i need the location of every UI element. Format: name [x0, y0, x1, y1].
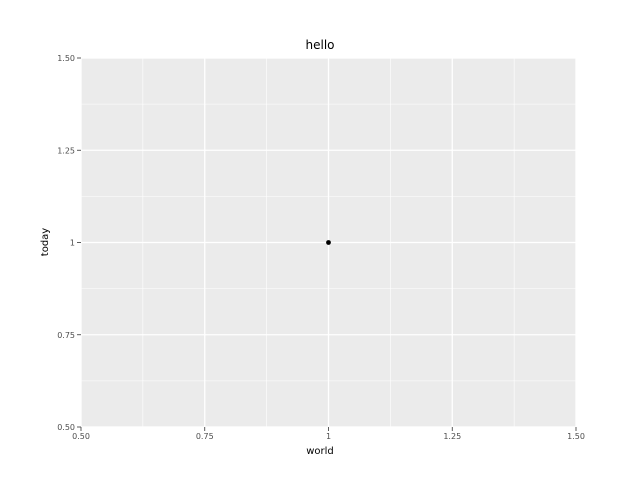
y-tick-label: 0.50	[57, 423, 75, 432]
y-tick-label: 0.75	[57, 331, 75, 340]
y-tick-label: 1.25	[57, 146, 75, 155]
x-tick-label: 1.50	[567, 432, 585, 441]
y-axis-ticks: 0.50 0.75 1 1.25 1.50	[57, 54, 81, 432]
y-axis-title: today	[40, 228, 51, 257]
x-axis-ticks: 0.50 0.75 1 1.25 1.50	[72, 427, 585, 441]
data-point	[326, 240, 331, 245]
data-points	[326, 240, 331, 245]
y-tick-label: 1.50	[57, 54, 75, 63]
x-tick-label: 0.50	[72, 432, 90, 441]
y-tick-label: 1	[70, 239, 75, 248]
x-tick-label: 1.25	[443, 432, 461, 441]
x-tick-label: 1	[326, 432, 331, 441]
chart-title: hello	[306, 38, 335, 52]
x-tick-label: 0.75	[196, 432, 214, 441]
x-axis-title: world	[306, 446, 334, 457]
